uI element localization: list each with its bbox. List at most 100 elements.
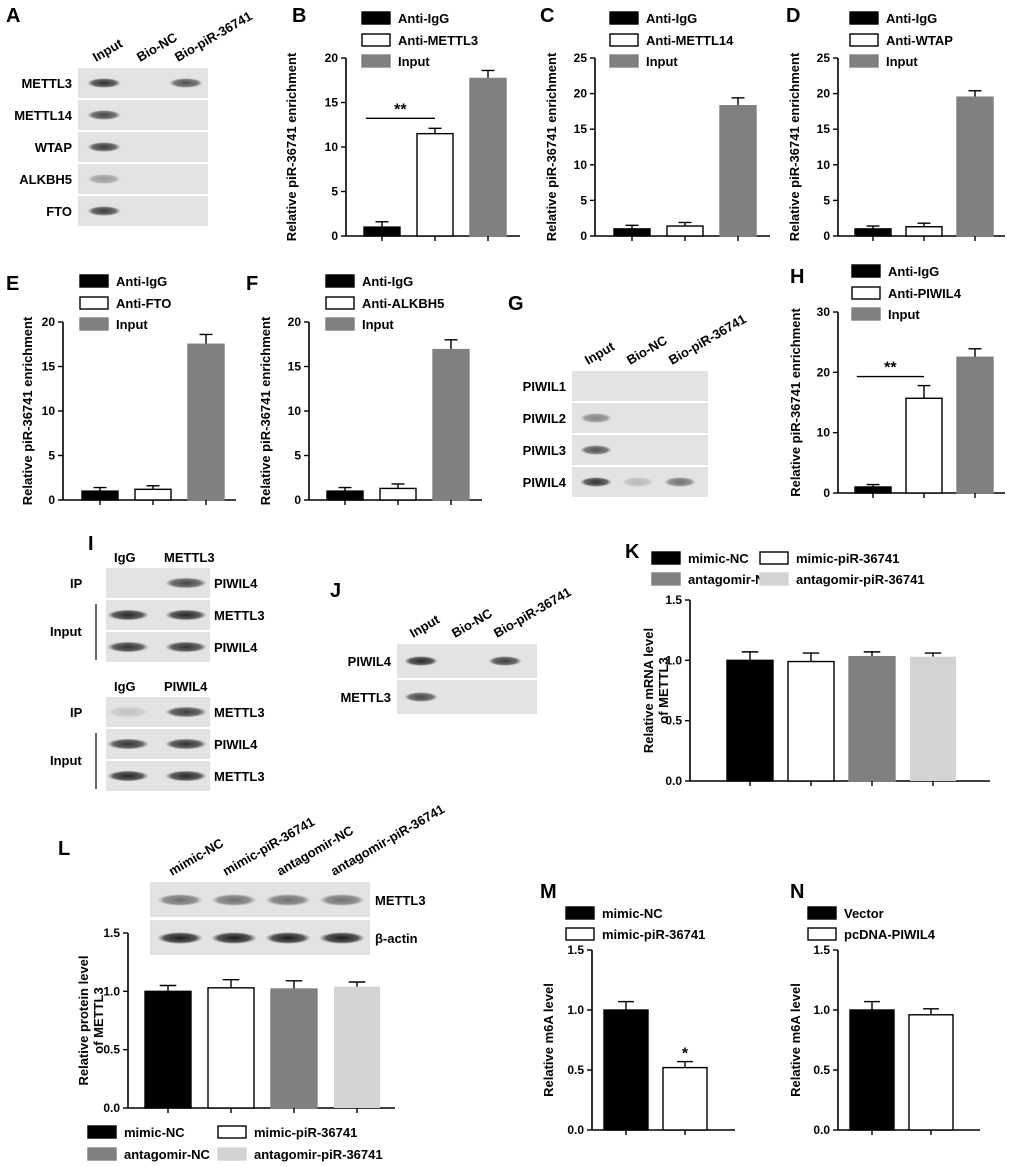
chart-c: 0 5 10 15 20 25 Relative piR-36741 enrichment A…	[544, 11, 770, 243]
lane-label: Bio-piR-36741	[666, 311, 749, 367]
legend-swatch	[849, 54, 879, 68]
lane-label: Bio-NC	[134, 29, 180, 64]
y-tick-label: 5	[331, 185, 338, 199]
lane-label: Input	[407, 611, 443, 640]
row-label: PIWIL4	[523, 475, 567, 490]
legend-label: Anti-METTL3	[398, 33, 478, 48]
western-band	[165, 577, 207, 589]
legend-swatch	[807, 906, 837, 920]
western-band	[319, 894, 365, 906]
sig-label: *	[682, 1046, 689, 1063]
bar	[726, 659, 774, 782]
y-tick-label: 5	[48, 449, 55, 463]
legend-swatch	[565, 906, 595, 920]
bar	[363, 226, 401, 237]
legend-swatch	[807, 927, 837, 941]
ip-label: IP	[70, 576, 83, 591]
legend-swatch	[759, 551, 789, 565]
legend-swatch	[849, 33, 879, 47]
bar	[144, 990, 192, 1109]
legend-label: antagomir-NC	[124, 1147, 211, 1162]
chart-m: 0.0 0.5 1.0 1.5 Relative m6A level * mimic-NC m…	[541, 906, 735, 1137]
lane-label: mimic-piR-36741	[220, 814, 317, 879]
bar	[956, 96, 994, 237]
y-tick-label: 0.0	[665, 774, 682, 788]
western-band	[87, 142, 121, 152]
y-axis-label: Relative m6A level	[541, 983, 556, 1097]
legend-label: Input	[888, 307, 920, 322]
bar	[854, 228, 892, 237]
y-tick-label: 10	[817, 158, 831, 172]
lane-label: Bio-piR-36741	[172, 8, 255, 64]
y-tick-label: 10	[817, 426, 831, 440]
row-label: PIWIL4	[214, 737, 258, 752]
western-band	[107, 738, 149, 750]
legend-label: pcDNA-PIWIL4	[844, 927, 936, 942]
panel-label-g: G	[508, 293, 524, 315]
lane-label: IgG	[114, 679, 136, 694]
row-label: β-actin	[375, 931, 418, 946]
lane-label: PIWIL4	[164, 679, 208, 694]
y-tick-label: 1.0	[103, 984, 120, 998]
legend-label: Anti-IgG	[646, 11, 697, 26]
y-tick-label: 1.5	[103, 926, 120, 940]
legend-label: mimic-piR-36741	[796, 551, 899, 566]
bar	[416, 132, 454, 237]
bar	[187, 343, 225, 501]
y-tick-label: 15	[574, 122, 588, 136]
legend-swatch	[325, 274, 355, 288]
legend-label: Anti-FTO	[116, 296, 171, 311]
y-tick-label: 20	[288, 315, 302, 329]
western-band	[87, 174, 121, 184]
western-band	[169, 78, 203, 88]
row-label: METTL3	[340, 690, 391, 705]
western-band	[165, 706, 207, 718]
bar	[956, 356, 994, 494]
y-tick-label: 5	[580, 193, 587, 207]
lane-label: Input	[90, 35, 126, 64]
lane-label: METTL3	[164, 550, 215, 565]
row-label: METTL14	[14, 108, 73, 123]
blot-strip	[572, 371, 708, 401]
legend-label: Anti-METTL14	[646, 33, 734, 48]
western-band	[488, 656, 522, 666]
panel-label-n: N	[790, 881, 804, 903]
y-tick-label: 15	[817, 122, 831, 136]
western-band	[107, 770, 149, 782]
row-label: PIWIL4	[214, 640, 258, 655]
bar	[848, 656, 896, 782]
panel-label-k: K	[625, 541, 640, 563]
y-tick-label: 30	[817, 305, 831, 319]
chart-n: 0.0 0.5 1.0 1.5 Relative m6A level Vector pcDN…	[788, 906, 980, 1137]
y-tick-label: 1.5	[813, 943, 830, 957]
blot-a: METTL3 METTL14 WTAP ALKBH5 FTO Input Bio-NCBio…	[14, 8, 255, 226]
row-label: PIWIL4	[214, 576, 258, 591]
y-tick-label: 20	[817, 87, 831, 101]
chart-h: 0 10 20 30 Relative piR-36741 enrichment ** An…	[788, 264, 1005, 500]
bar	[81, 490, 119, 501]
blot-g: PIWIL1 PIWIL2 PIWIL3 PIWIL4 Input Bio-NCBio-p…	[523, 311, 749, 497]
legend-label: Vector	[844, 906, 884, 921]
panel-label-a: A	[6, 5, 20, 27]
legend-swatch	[79, 296, 109, 310]
bar	[603, 1009, 649, 1131]
legend-label: Anti-WTAP	[886, 33, 953, 48]
y-tick-label: 0	[331, 229, 338, 243]
ip-label: IP	[70, 705, 83, 720]
y-axis-label: of METTL3	[91, 987, 106, 1053]
y-axis-label: Relative mRNA level	[641, 628, 656, 753]
western-band	[87, 78, 121, 88]
panel-label-j: J	[330, 580, 341, 602]
row-label: METTL3	[21, 76, 72, 91]
y-tick-label: 1.0	[567, 1003, 584, 1017]
western-band	[404, 692, 438, 702]
blot-l: METTL3β-actinmimic-NCmimic-piR-36741anta…	[150, 801, 447, 955]
bar	[662, 1066, 708, 1131]
western-band	[211, 894, 257, 906]
y-tick-label: 5	[823, 193, 830, 207]
bar	[379, 487, 417, 501]
legend-label: antagomir-NC	[688, 572, 775, 587]
legend-swatch	[651, 551, 681, 565]
y-tick-label: 0	[823, 486, 830, 500]
